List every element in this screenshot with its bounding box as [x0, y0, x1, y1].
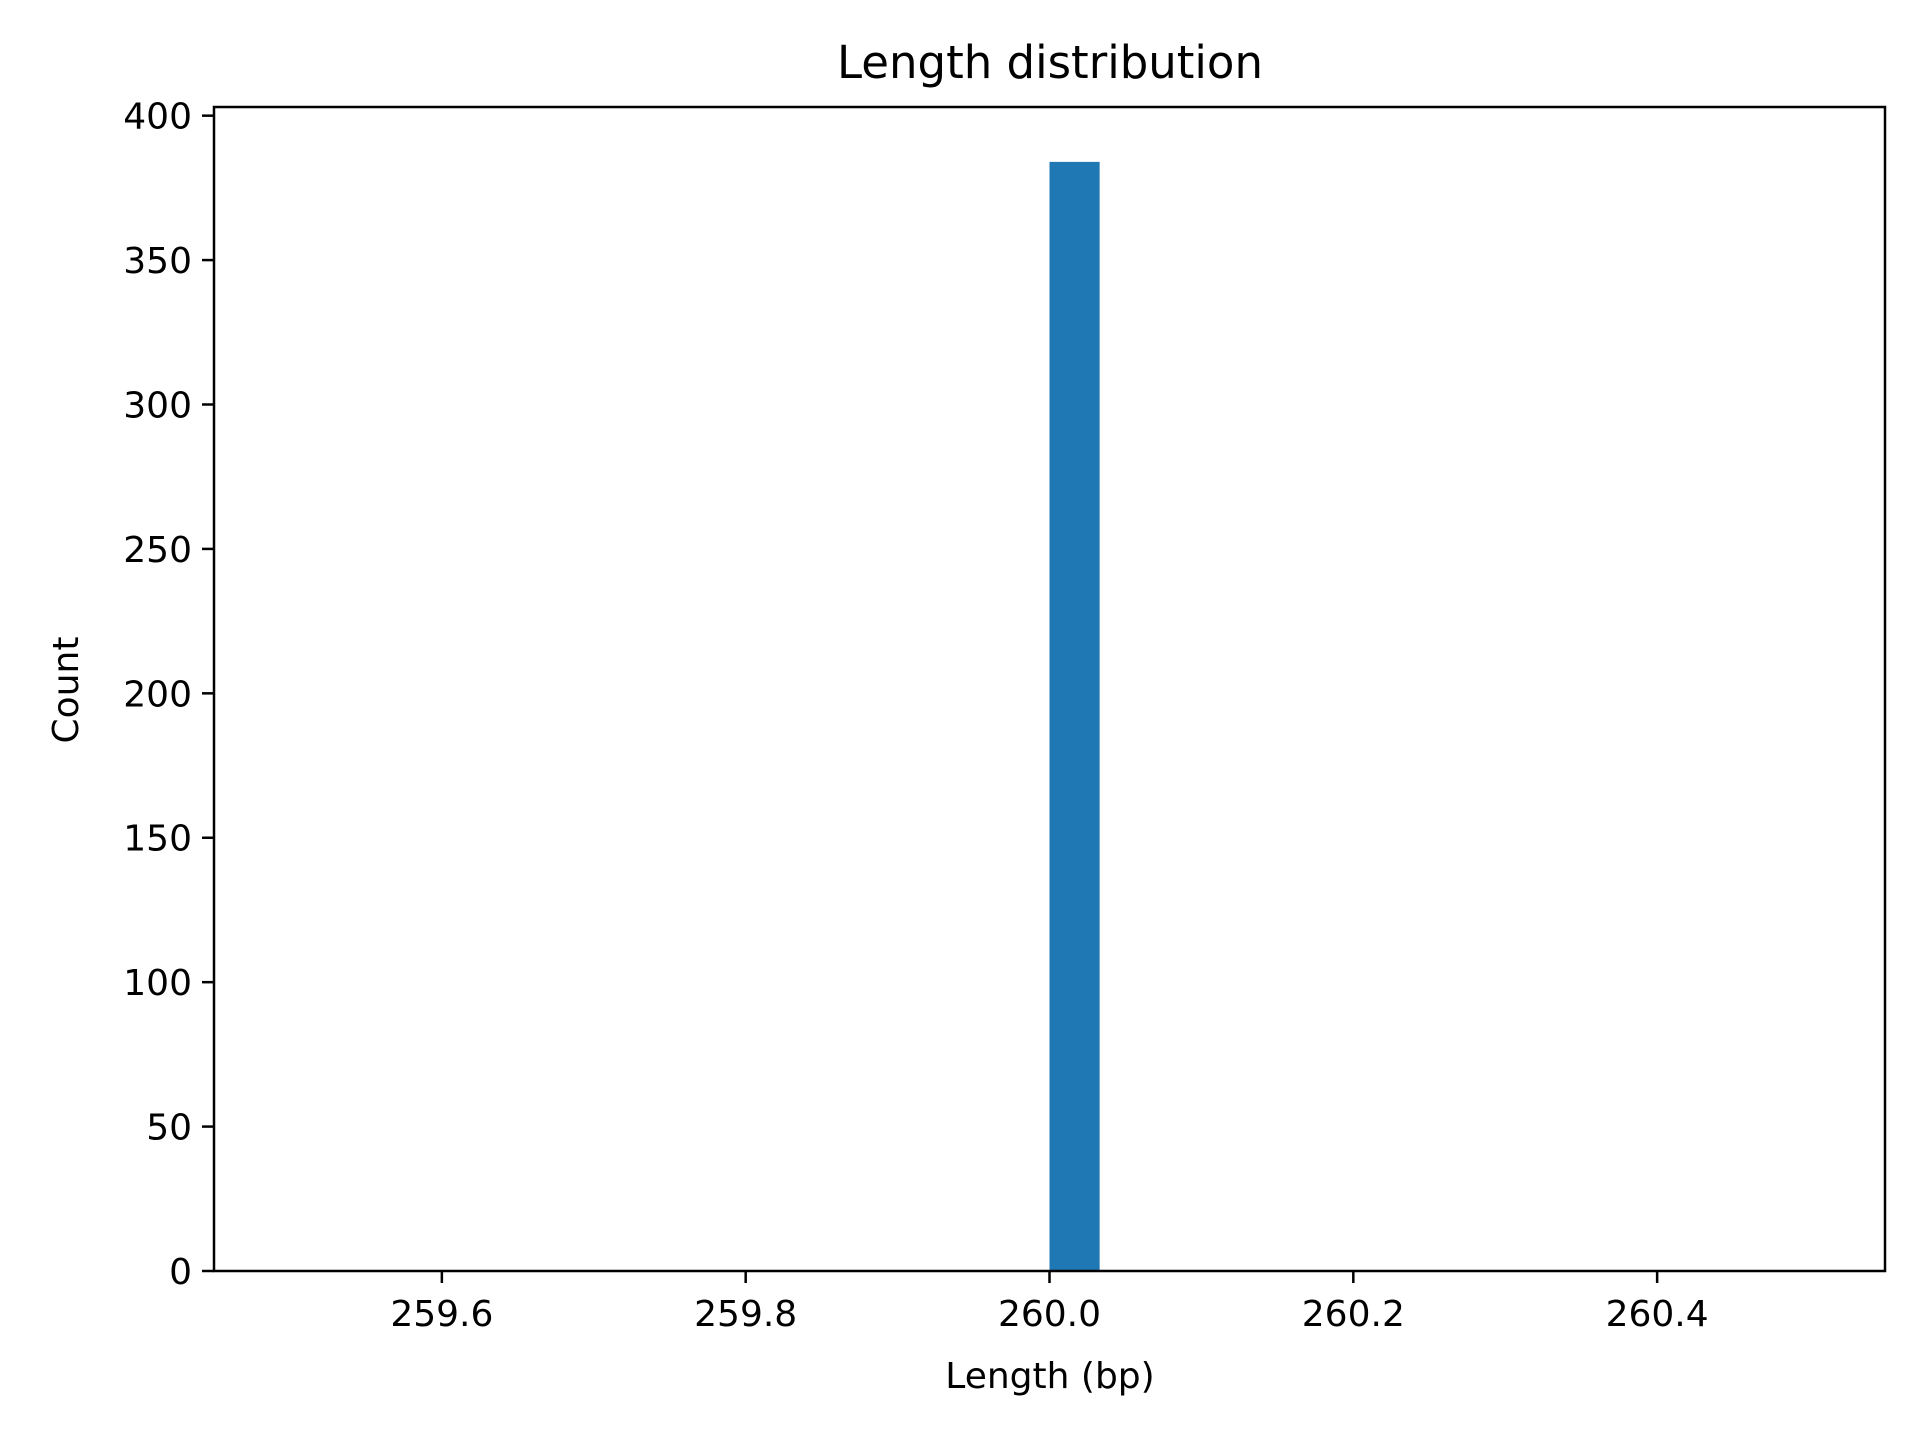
x-tick-label: 260.2	[1302, 1294, 1405, 1335]
chart-title: Length distribution	[837, 36, 1263, 89]
plot-area	[1049, 161, 1100, 1271]
y-tick-label: 50	[146, 1108, 192, 1149]
x-tick-label: 259.6	[390, 1294, 493, 1335]
x-axis: 259.6 259.8 260.0 260.2 260.4	[390, 1271, 1709, 1335]
y-tick-label: 150	[123, 819, 192, 860]
y-tick-label: 250	[123, 530, 192, 571]
x-tick-label: 260.4	[1606, 1294, 1709, 1335]
y-tick-label: 200	[123, 674, 192, 715]
y-axis-label: Count	[46, 637, 87, 744]
x-axis-label: Length (bp)	[945, 1356, 1154, 1397]
y-tick-label: 400	[123, 97, 192, 138]
y-axis: 0 50 100 150 200 250 300 350 400	[123, 97, 214, 1293]
x-tick-label: 259.8	[694, 1294, 797, 1335]
histogram-bar-0	[1049, 161, 1100, 1271]
y-tick-label: 0	[169, 1252, 192, 1293]
y-tick-label: 100	[123, 963, 192, 1004]
x-tick-label: 260.0	[998, 1294, 1101, 1335]
y-tick-label: 300	[123, 385, 192, 426]
y-tick-label: 350	[123, 241, 192, 282]
